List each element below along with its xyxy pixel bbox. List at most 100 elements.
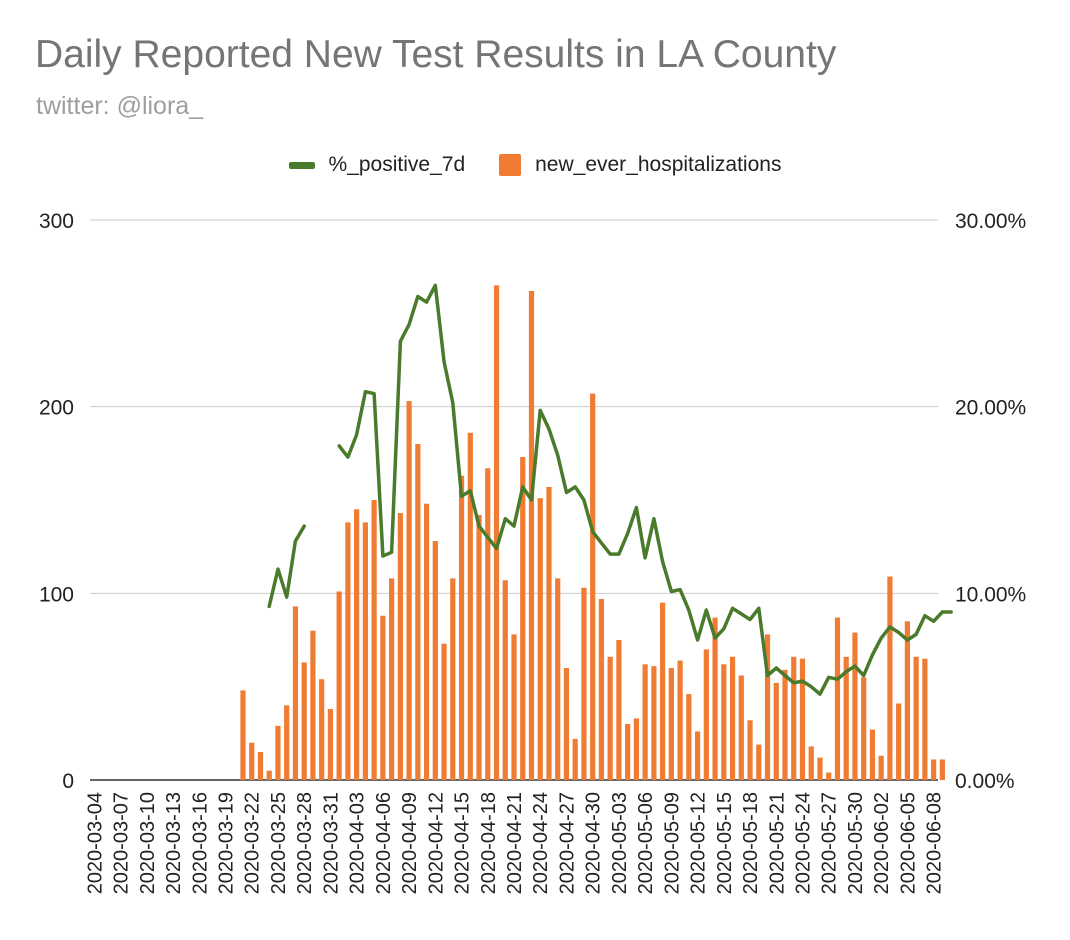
hospitalizations-bar — [869, 729, 876, 780]
hospitalizations-bar — [371, 500, 377, 780]
hospitalizations-bar — [581, 587, 587, 780]
x-axis-tick-label: 2020-04-09 — [399, 792, 421, 894]
hospitalizations-bar — [939, 759, 945, 780]
hospitalizations-bar — [633, 718, 639, 780]
positive-rate-line — [337, 283, 953, 696]
hospitalizations-bar — [913, 656, 919, 780]
hospitalizations-bar — [843, 656, 849, 780]
hospitalizations-bar — [817, 757, 823, 780]
hospitalizations-bar — [590, 393, 596, 780]
hospitalizations-bar — [441, 643, 447, 780]
positive-rate-line — [267, 524, 306, 609]
hospitalizations-bar — [301, 662, 307, 780]
hospitalizations-bar — [651, 666, 657, 780]
hospitalizations-bar — [493, 285, 500, 780]
hospitalizations-bar — [607, 656, 613, 780]
hospitalizations-bar — [327, 709, 334, 780]
hospitalizations-bar — [668, 668, 674, 780]
hospitalizations-bar — [406, 401, 412, 780]
hospitalizations-bar — [931, 759, 937, 780]
hospitalizations-bar — [284, 705, 290, 780]
x-axis-tick-label: 2020-05-27 — [819, 792, 841, 894]
hospitalizations-bar — [345, 522, 351, 780]
x-axis-tick-label: 2020-04-27 — [556, 792, 578, 894]
hospitalizations-bar — [878, 755, 884, 780]
hospitalizations-bar — [729, 656, 736, 780]
hospitalizations-bar — [852, 632, 858, 780]
x-axis-tick-label: 2020-05-03 — [609, 792, 631, 894]
hospitalizations-bar — [467, 432, 473, 780]
x-axis-tick-label: 2020-03-19 — [216, 792, 238, 894]
hospitalizations-bar — [266, 770, 272, 780]
x-axis-tick-label: 2020-03-16 — [189, 792, 211, 894]
legend-label-hospitalizations: new_ever_hospitalizations — [535, 153, 782, 176]
hospitalizations-bar — [808, 746, 814, 780]
x-axis-tick-label: 2020-04-15 — [452, 792, 474, 894]
legend-line-swatch — [288, 161, 315, 169]
hospitalizations-bar — [319, 679, 325, 780]
x-axis-tick-label: 2020-04-06 — [373, 792, 395, 894]
hospitalizations-bar — [257, 752, 264, 780]
hospitalizations-bar — [721, 664, 727, 780]
left-axis-tick-label: 200 — [39, 397, 74, 420]
hospitalizations-bar — [861, 677, 867, 780]
x-axis-tick-label: 2020-05-06 — [635, 792, 657, 894]
hospitalizations-bar — [310, 630, 316, 780]
hospitalizations-bar — [616, 640, 622, 780]
hospitalizations-bar — [922, 658, 928, 780]
hospitalizations-bar — [738, 675, 744, 780]
x-axis-tick-label: 2020-05-09 — [661, 792, 683, 894]
hospitalizations-bar — [502, 580, 508, 780]
hospitalizations-bar — [389, 578, 395, 780]
hospitalizations-bar — [904, 621, 911, 780]
hospitalizations-bar — [397, 513, 403, 780]
x-axis-tick-label: 2020-03-13 — [163, 792, 185, 894]
hospitalizations-bar — [642, 664, 648, 780]
x-axis-tick-label: 2020-05-12 — [688, 792, 710, 894]
hospitalizations-bar — [249, 742, 255, 780]
x-axis-tick-label: 2020-06-05 — [897, 792, 919, 894]
hospitalizations-bar — [625, 724, 631, 780]
x-axis-tick-label: 2020-05-24 — [792, 792, 814, 894]
hospitalizations-bar — [703, 649, 709, 780]
hospitalizations-bar — [826, 772, 832, 780]
hospitalizations-bar — [572, 738, 578, 780]
hospitalizations-bar — [511, 634, 517, 780]
x-axis-tick-label: 2020-03-10 — [137, 792, 159, 894]
hospitalizations-bar — [712, 617, 718, 780]
hospitalizations-bar — [677, 660, 683, 780]
hospitalizations-bar — [782, 669, 788, 780]
hospitalizations-bar — [791, 656, 797, 780]
x-axis-tick-label: 2020-05-21 — [766, 792, 788, 894]
right-axis-tick-label: 10.00% — [955, 583, 1026, 606]
x-axis-tick-label: 2020-05-18 — [740, 792, 762, 894]
left-axis-tick-label: 100 — [39, 583, 74, 606]
hospitalizations-bar — [415, 444, 421, 780]
chart-subtitle: twitter: @liora_ — [36, 92, 204, 120]
hospitalizations-bar — [423, 503, 430, 780]
x-axis-tick-label: 2020-03-31 — [320, 792, 342, 894]
hospitalizations-bar — [834, 617, 841, 780]
legend-label-positive-rate: %_positive_7d — [328, 153, 466, 176]
hospitalizations-bar — [764, 634, 771, 780]
x-axis-tick-label: 2020-04-21 — [504, 792, 526, 894]
x-axis-tick-label: 2020-05-30 — [845, 792, 867, 894]
hospitalizations-bar — [485, 468, 491, 780]
x-axis-tick-label: 2020-04-30 — [583, 792, 605, 894]
hospitalizations-bar — [756, 744, 762, 780]
legend-bar-swatch — [499, 154, 522, 176]
hospitalizations-bar — [563, 668, 570, 780]
x-axis-tick-label: 2020-04-24 — [530, 792, 552, 894]
hospitalizations-bar — [380, 615, 386, 780]
hospitalizations-bar — [292, 606, 299, 780]
x-axis-tick-label: 2020-04-03 — [347, 792, 369, 894]
hospitalizations-bar — [555, 578, 561, 780]
hospitalizations-bar — [458, 475, 465, 780]
hospitalizations-bar — [799, 658, 806, 780]
right-axis-tick-label: 30.00% — [955, 210, 1026, 233]
left-axis-tick-label: 300 — [39, 210, 74, 233]
hospitalizations-bar — [528, 290, 535, 780]
hospitalizations-bar — [476, 514, 482, 780]
hospitalizations-bar — [686, 694, 692, 780]
